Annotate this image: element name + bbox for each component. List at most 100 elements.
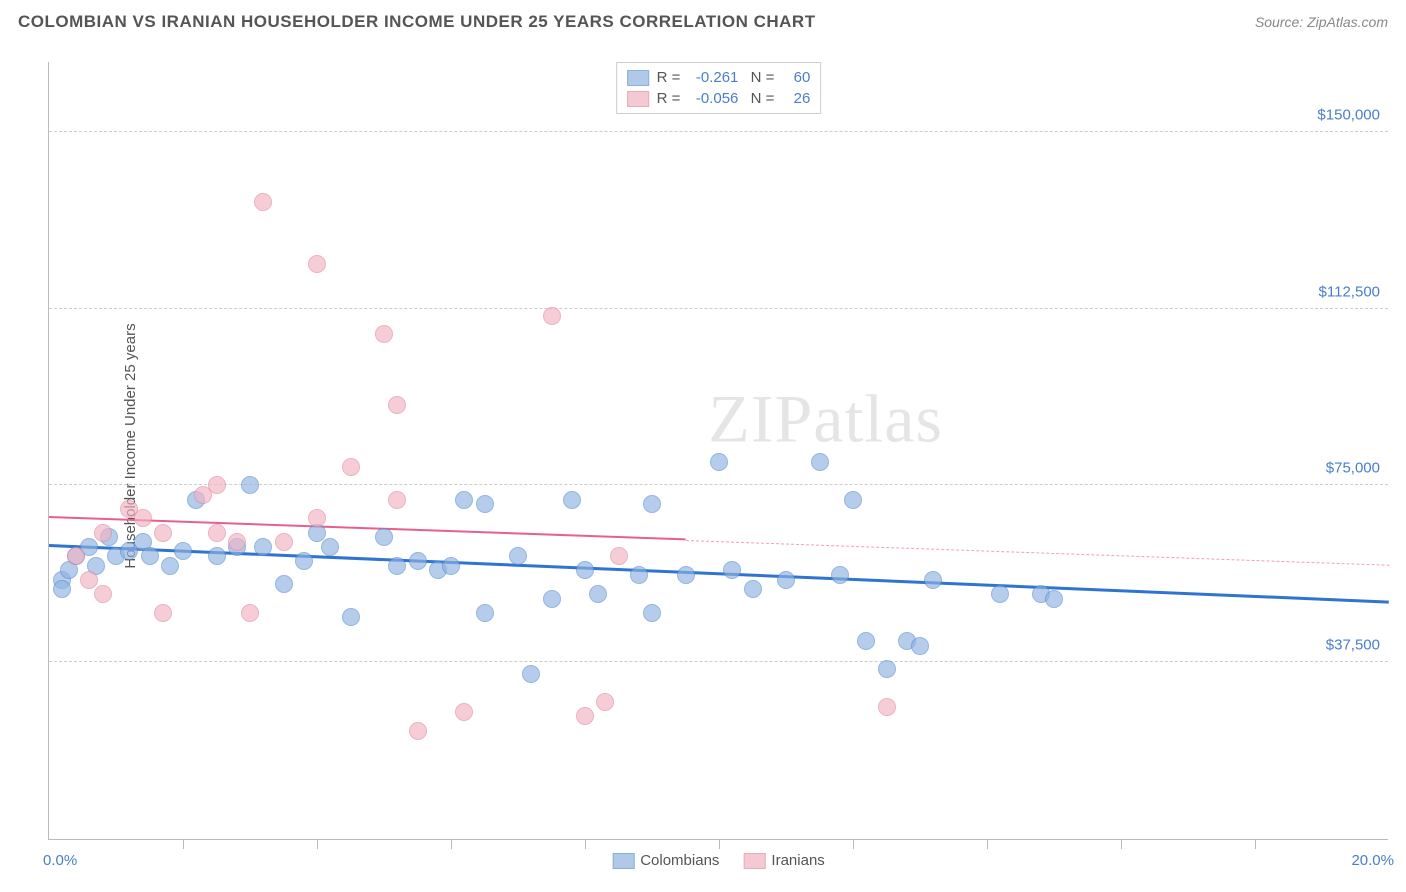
x-axis-max-label: 20.0% (1351, 852, 1394, 869)
data-point (94, 524, 112, 542)
chart-title: COLOMBIAN VS IRANIAN HOUSEHOLDER INCOME … (18, 12, 816, 32)
data-point (442, 557, 460, 575)
data-point (576, 707, 594, 725)
data-point (375, 528, 393, 546)
data-point (275, 575, 293, 593)
legend-row: R = -0.056 N = 26 (627, 88, 811, 109)
data-point (831, 566, 849, 584)
series-legend: Colombians Iranians (612, 852, 825, 869)
data-point (991, 585, 1009, 603)
data-point (476, 604, 494, 622)
data-point (522, 665, 540, 683)
data-point (455, 703, 473, 721)
data-point (388, 396, 406, 414)
data-point (844, 491, 862, 509)
data-point (275, 533, 293, 551)
n-value: 60 (782, 69, 810, 86)
legend-swatch (627, 91, 649, 107)
data-point (342, 608, 360, 626)
watermark: ZIPatlas (708, 380, 943, 459)
x-tick (317, 839, 318, 849)
trend-line (685, 540, 1389, 566)
data-point (409, 722, 427, 740)
gridline (49, 131, 1388, 132)
data-point (174, 542, 192, 560)
data-point (857, 632, 875, 650)
r-value: -0.056 (688, 90, 738, 107)
data-point (589, 585, 607, 603)
y-tick-label: $150,000 (1317, 106, 1380, 123)
data-point (723, 561, 741, 579)
data-point (610, 547, 628, 565)
data-point (509, 547, 527, 565)
data-point (563, 491, 581, 509)
r-value: -0.261 (688, 69, 738, 86)
data-point (744, 580, 762, 598)
data-point (543, 590, 561, 608)
x-tick (451, 839, 452, 849)
data-point (1045, 590, 1063, 608)
x-tick (853, 839, 854, 849)
n-value: 26 (782, 90, 810, 107)
data-point (154, 524, 172, 542)
data-point (476, 495, 494, 513)
data-point (878, 660, 896, 678)
x-tick (719, 839, 720, 849)
data-point (375, 325, 393, 343)
data-point (254, 538, 272, 556)
series-name: Colombians (640, 852, 719, 869)
legend-row: R = -0.261 N = 60 (627, 67, 811, 88)
x-tick (1255, 839, 1256, 849)
r-label: R = (657, 90, 681, 107)
data-point (254, 193, 272, 211)
data-point (455, 491, 473, 509)
x-tick (1121, 839, 1122, 849)
data-point (388, 557, 406, 575)
data-point (924, 571, 942, 589)
data-point (80, 571, 98, 589)
data-point (643, 604, 661, 622)
data-point (228, 533, 246, 551)
data-point (154, 604, 172, 622)
x-axis-min-label: 0.0% (43, 852, 77, 869)
data-point (94, 585, 112, 603)
scatter-plot-area: ZIPatlas R =-0.261 N =60R =-0.056 N =26 … (48, 62, 1388, 840)
data-point (208, 524, 226, 542)
y-tick-label: $37,500 (1326, 637, 1380, 654)
data-point (67, 547, 85, 565)
y-tick-label: $75,000 (1326, 460, 1380, 477)
gridline (49, 308, 1388, 309)
r-label: R = (657, 69, 681, 86)
data-point (241, 476, 259, 494)
data-point (141, 547, 159, 565)
data-point (308, 509, 326, 527)
data-point (677, 566, 695, 584)
gridline (49, 661, 1388, 662)
data-point (409, 552, 427, 570)
x-tick (987, 839, 988, 849)
legend-item: Colombians (612, 852, 719, 869)
data-point (878, 698, 896, 716)
legend-swatch (612, 853, 634, 869)
legend-swatch (627, 70, 649, 86)
n-label: N = (746, 90, 774, 107)
data-point (596, 693, 614, 711)
source-citation: Source: ZipAtlas.com (1255, 14, 1388, 30)
data-point (911, 637, 929, 655)
data-point (388, 491, 406, 509)
y-tick-label: $112,500 (1319, 283, 1380, 300)
n-label: N = (746, 69, 774, 86)
trend-line (49, 544, 1389, 603)
data-point (543, 307, 561, 325)
data-point (308, 255, 326, 273)
data-point (134, 509, 152, 527)
series-name: Iranians (771, 852, 824, 869)
data-point (576, 561, 594, 579)
data-point (777, 571, 795, 589)
data-point (630, 566, 648, 584)
data-point (321, 538, 339, 556)
correlation-legend: R = -0.261 N = 60 R = -0.056 N = 26 (616, 62, 822, 114)
data-point (643, 495, 661, 513)
data-point (710, 453, 728, 471)
x-tick (585, 839, 586, 849)
